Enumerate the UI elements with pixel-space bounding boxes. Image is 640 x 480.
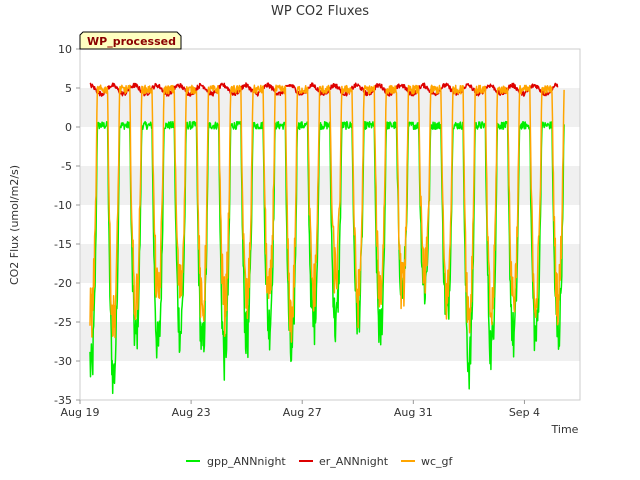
series-lines xyxy=(89,82,565,395)
x-axis: Aug 19 Aug 23 Aug 27 Aug 31 Sep 4 xyxy=(61,400,540,419)
legend-label-er: er_ANNnight xyxy=(319,455,389,468)
y-axis: 10 5 0 -5 -10 -15 -20 -25 -30 -35 xyxy=(54,43,80,407)
processed-badge: WP_processed xyxy=(79,31,182,50)
legend: gpp_ANNnight er_ANNnight wc_gf xyxy=(186,455,454,468)
background-band xyxy=(80,322,580,361)
y-tick-label: -35 xyxy=(54,394,72,407)
x-tick-label: Aug 23 xyxy=(172,406,211,419)
x-tick-label: Aug 27 xyxy=(283,406,322,419)
x-tick-label: Sep 4 xyxy=(509,406,540,419)
y-tick-label: -5 xyxy=(61,160,72,173)
x-tick-label: Aug 19 xyxy=(61,406,100,419)
plot-frame xyxy=(79,48,581,401)
y-tick-label: 0 xyxy=(65,121,72,134)
legend-item-gpp: gpp_ANNnight xyxy=(186,455,286,468)
badge-label: WP_processed xyxy=(87,35,176,48)
y-tick-label: -25 xyxy=(54,316,72,329)
y-axis-label: CO2 Flux (umol/m2/s) xyxy=(8,165,21,285)
y-tick-label: -20 xyxy=(54,277,72,290)
chart-title: WP CO2 Fluxes xyxy=(271,4,369,19)
y-tick-label: 10 xyxy=(58,43,72,56)
legend-label-gpp: gpp_ANNnight xyxy=(207,455,286,468)
y-tick-label: -10 xyxy=(54,199,72,212)
x-tick-label: Aug 31 xyxy=(394,406,433,419)
legend-item-wc: wc_gf xyxy=(401,455,454,468)
x-axis-label: Time xyxy=(551,423,579,436)
y-tick-label: 5 xyxy=(65,82,72,95)
badge-box xyxy=(79,31,182,50)
y-tick-label: -30 xyxy=(54,355,72,368)
background-band xyxy=(80,244,580,283)
series-line-wc_gf xyxy=(89,84,565,343)
series-line-er_ANNnight xyxy=(89,82,559,97)
y-tick-label: -15 xyxy=(54,238,72,251)
legend-item-er: er_ANNnight xyxy=(299,455,389,468)
legend-label-wc: wc_gf xyxy=(421,455,454,468)
